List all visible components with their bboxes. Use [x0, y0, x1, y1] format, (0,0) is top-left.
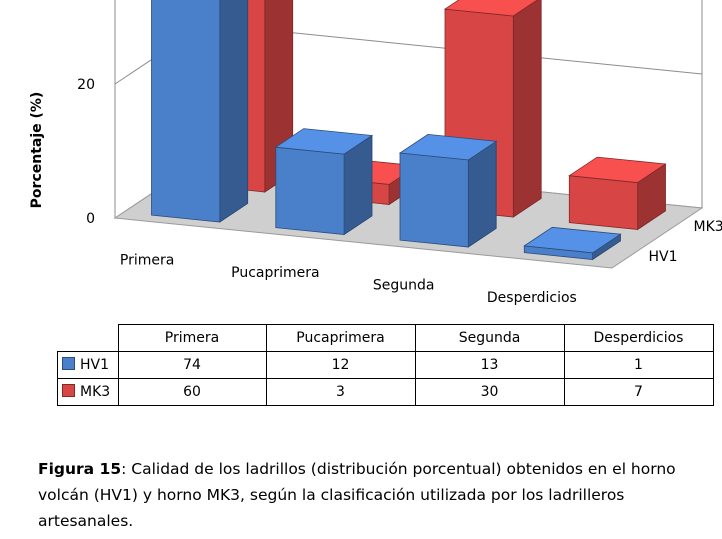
- bar-mk3-desperdicios: [568, 156, 667, 231]
- bar-front: [568, 175, 638, 230]
- bar-top: [443, 0, 539, 17]
- bar-hv1-desperdicios: [523, 226, 622, 261]
- series-depth-label: MK3: [694, 219, 722, 235]
- table-cell: 1: [563, 351, 714, 379]
- table-row: MK3 60 3 30 7: [57, 378, 714, 406]
- category-label: Segunda: [373, 277, 435, 293]
- table-header-cell: Segunda: [414, 324, 565, 352]
- bar-hv1-primera: [151, 0, 249, 223]
- bar-hv1-pucaprimera: [274, 128, 374, 236]
- series-depth-label: HV1: [649, 249, 678, 265]
- bar-top: [523, 226, 622, 254]
- table-cell: 60: [117, 378, 267, 406]
- category-label: Pucaprimera: [231, 265, 319, 281]
- category-label: Desperdicios: [487, 290, 577, 306]
- bar-hv1-segunda: [398, 133, 498, 248]
- bar-top: [398, 133, 498, 161]
- bar-front: [151, 0, 221, 223]
- table-cell: 12: [265, 351, 416, 379]
- figure-caption: Figura 15: Calidad de los ladrillos (dis…: [38, 456, 688, 534]
- table-corner: [57, 324, 119, 352]
- table-header-cell: Primera: [117, 324, 267, 352]
- table-header-cell: Pucaprimera: [265, 324, 416, 352]
- table-cell: 3: [265, 378, 416, 406]
- y-tick-label: 0: [86, 211, 95, 227]
- bar-front: [275, 146, 345, 235]
- series-name: MK3: [80, 384, 111, 400]
- bar-top: [274, 128, 374, 155]
- chart-bars: [151, 0, 667, 261]
- table-cell: 7: [563, 378, 714, 406]
- bar-top: [568, 156, 667, 184]
- caption-label: Figura 15: [38, 460, 122, 478]
- legend-key-mk3: MK3: [57, 378, 119, 406]
- bar-front: [399, 152, 469, 248]
- bar-side: [219, 0, 249, 223]
- legend-key-hv1: HV1: [57, 351, 119, 379]
- legend-swatch-mk3: [62, 384, 75, 397]
- bar-side: [512, 0, 542, 218]
- chart: 020406080Porcentaje (%)PrimeraPucaprimer…: [29, 0, 722, 306]
- chart-labels: 020406080Porcentaje (%)PrimeraPucaprimer…: [29, 77, 722, 306]
- y-tick-label: 20: [77, 77, 95, 93]
- table-cell: 13: [414, 351, 565, 379]
- table-header-cell: Desperdicios: [563, 324, 714, 352]
- y-axis-label: Porcentaje (%): [29, 92, 45, 209]
- category-label: Primera: [120, 252, 174, 268]
- table-cell: 74: [117, 351, 267, 379]
- caption-text: : Calidad de los ladrillos (distribución…: [38, 460, 676, 530]
- series-name: HV1: [80, 357, 110, 373]
- table-row: HV1 74 12 13 1: [57, 351, 714, 379]
- legend-swatch-hv1: [62, 357, 75, 370]
- table-cell: 30: [414, 378, 565, 406]
- table-header-row: Primera Pucaprimera Segunda Desperdicios: [57, 324, 714, 352]
- data-table: Primera Pucaprimera Segunda Desperdicios…: [57, 324, 714, 406]
